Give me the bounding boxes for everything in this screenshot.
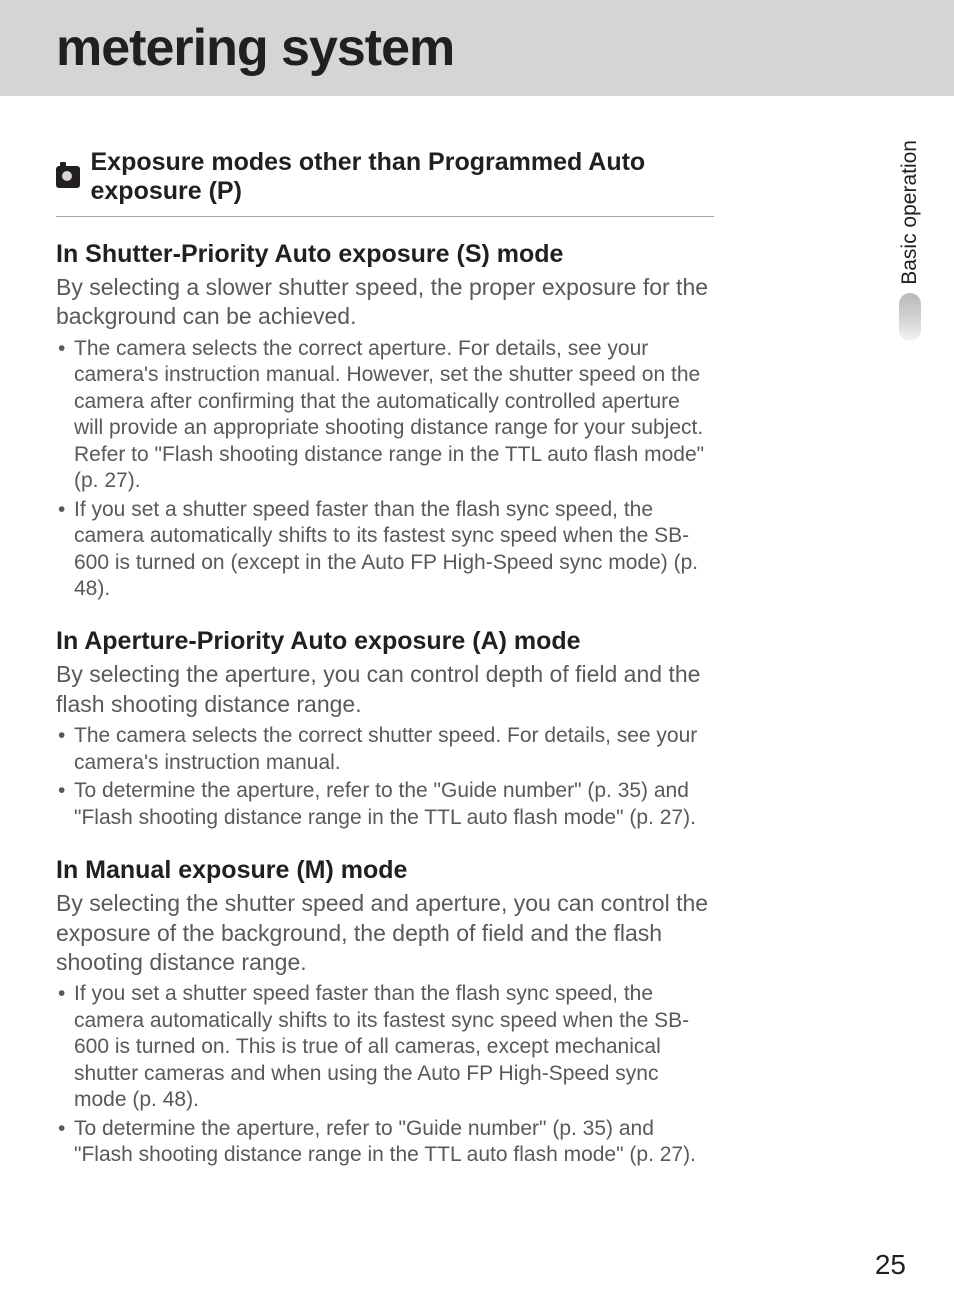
section-title-rule bbox=[56, 216, 714, 217]
list-item: The camera selects the correct aperture.… bbox=[74, 336, 714, 495]
camera-icon bbox=[56, 166, 80, 188]
mode-bullet-list: The camera selects the correct shutter s… bbox=[56, 723, 714, 831]
list-item: The camera selects the correct shutter s… bbox=[74, 723, 714, 776]
page-title: metering system bbox=[56, 18, 454, 78]
list-item: To determine the aperture, refer to "Gui… bbox=[74, 1116, 714, 1169]
mode-title: In Shutter-Priority Auto exposure (S) mo… bbox=[56, 239, 714, 269]
mode-intro: By selecting a slower shutter speed, the… bbox=[56, 273, 714, 332]
mode-title: In Manual exposure (M) mode bbox=[56, 855, 714, 885]
page-number: 25 bbox=[875, 1249, 906, 1281]
side-tab: Basic operation bbox=[898, 140, 922, 341]
mode-title: In Aperture-Priority Auto exposure (A) m… bbox=[56, 626, 714, 656]
header-band: metering system bbox=[0, 0, 954, 96]
list-item: To determine the aperture, refer to the … bbox=[74, 778, 714, 831]
mode-intro: By selecting the shutter speed and apert… bbox=[56, 889, 714, 977]
side-tab-pill-icon bbox=[899, 293, 921, 341]
mode-bullet-list: If you set a shutter speed faster than t… bbox=[56, 981, 714, 1168]
section-title-text: Exposure modes other than Programmed Aut… bbox=[90, 148, 714, 206]
list-item: If you set a shutter speed faster than t… bbox=[74, 981, 714, 1113]
section-title-row: Exposure modes other than Programmed Aut… bbox=[56, 148, 714, 206]
mode-intro: By selecting the aperture, you can contr… bbox=[56, 660, 714, 719]
list-item: If you set a shutter speed faster than t… bbox=[74, 497, 714, 603]
side-tab-label: Basic operation bbox=[898, 140, 922, 285]
content-area: Exposure modes other than Programmed Aut… bbox=[0, 96, 810, 1169]
mode-bullet-list: The camera selects the correct aperture.… bbox=[56, 336, 714, 603]
